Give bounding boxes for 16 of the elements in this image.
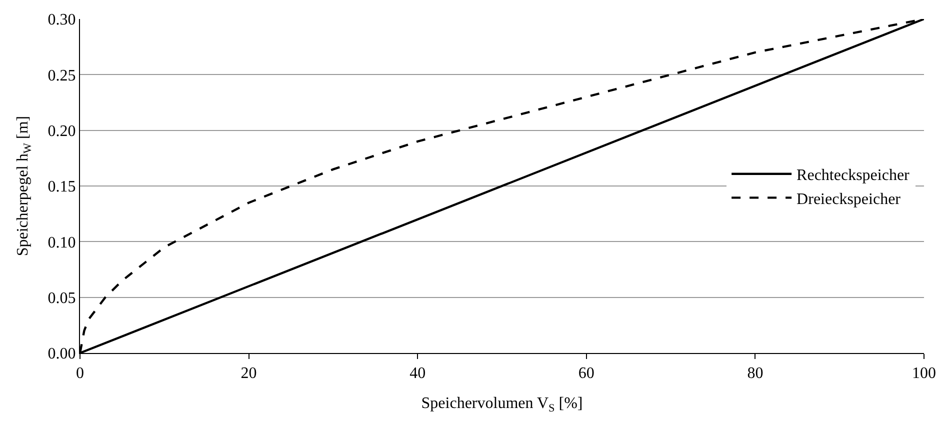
x-tick-label: 20 <box>240 365 257 382</box>
x-tick-label: 40 <box>410 365 426 382</box>
y-tick-label: 0.15 <box>48 178 76 196</box>
y-tick-label: 0.30 <box>48 12 76 29</box>
x-tick-label: 60 <box>578 365 594 382</box>
x-tick-label: 100 <box>912 365 936 382</box>
legend-label: Rechteckspeicher <box>796 167 910 184</box>
y-tick-label: 0.25 <box>48 67 76 84</box>
x-axis-title: Speichervolumen V$_{S}$ [%] <box>421 394 583 414</box>
y-tick-label: 0.00 <box>48 346 76 363</box>
x-tick-label: 80 <box>747 365 764 382</box>
y-tick-label: 0.20 <box>48 122 76 140</box>
y-tick-label: 0.10 <box>48 234 76 252</box>
legend-label: Dreieckspeicher <box>796 190 902 208</box>
x-tick-label: 0 <box>76 365 84 382</box>
y-tick-label: 0.05 <box>48 290 76 307</box>
